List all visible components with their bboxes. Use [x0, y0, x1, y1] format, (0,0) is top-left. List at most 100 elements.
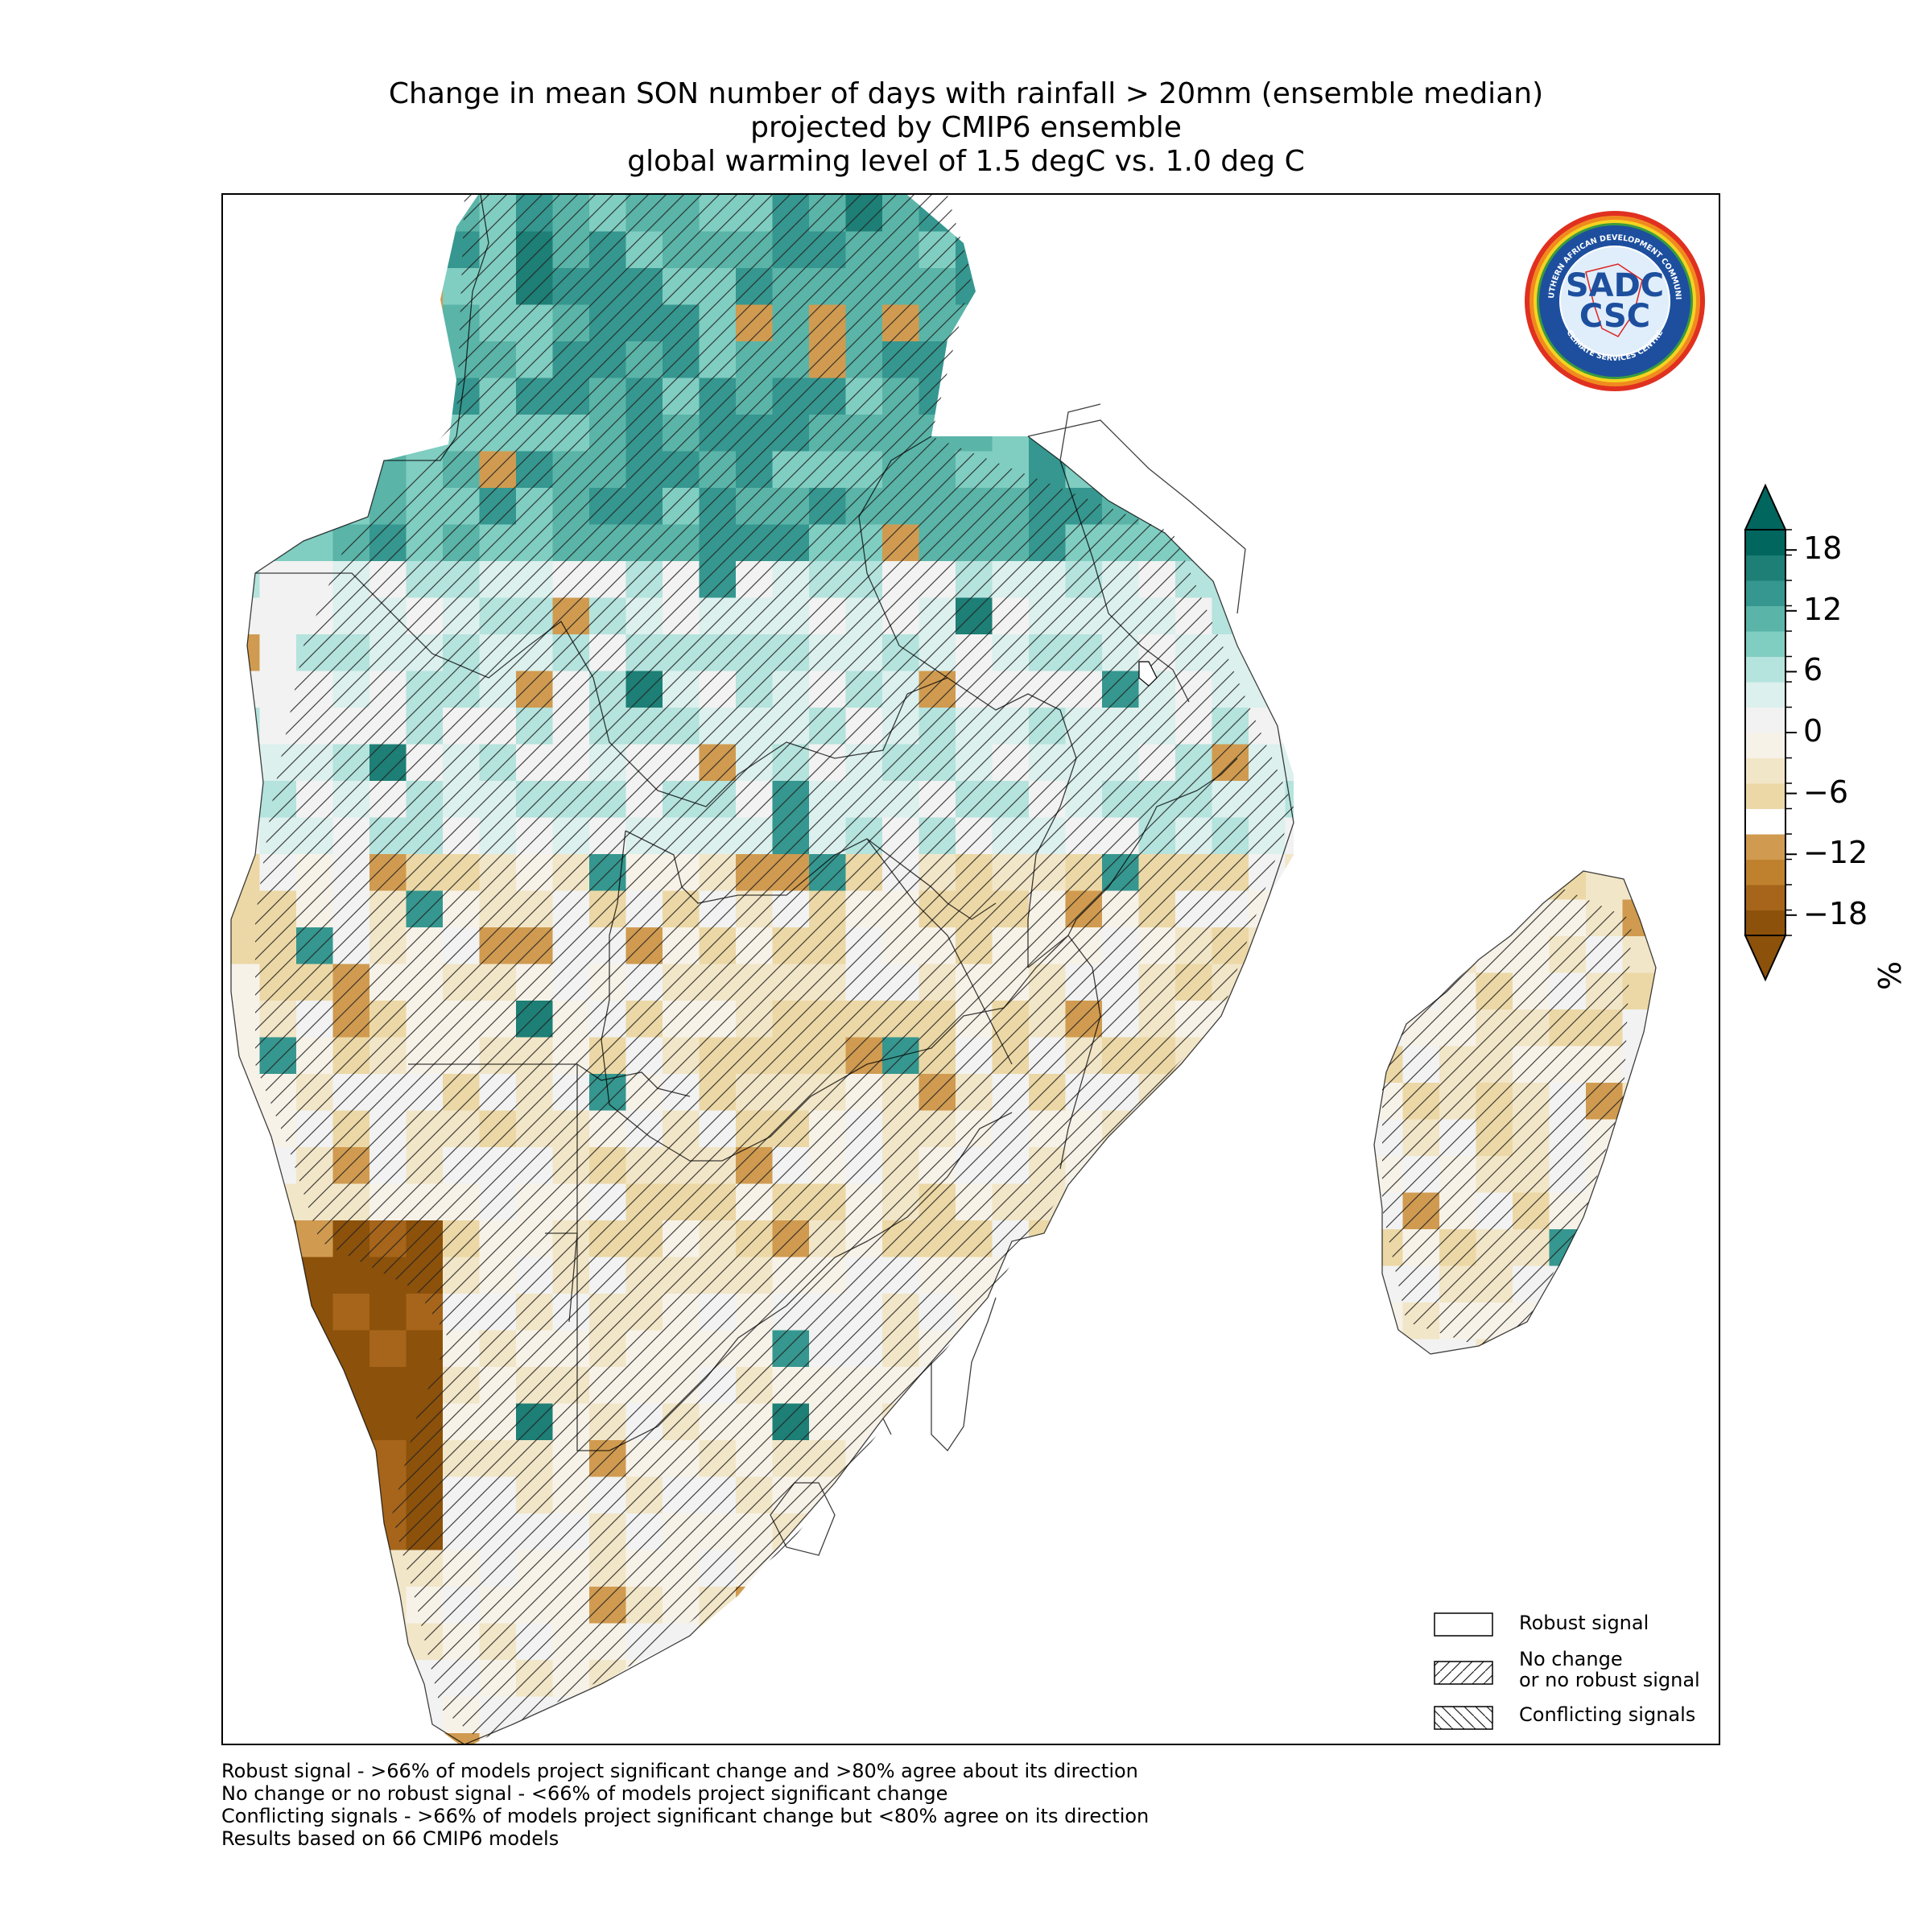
grid-cell: [1374, 1009, 1403, 1046]
grid-cell: [231, 1587, 260, 1624]
grid-cell: [1065, 1220, 1103, 1257]
grid-cell: [369, 268, 407, 305]
title-line-1: Change in mean SON number of days with r…: [388, 77, 1544, 110]
footnote-robust: Robust signal - >66% of models project s…: [221, 1760, 1138, 1782]
grid-cell: [1102, 451, 1139, 489]
grid-cell: [1659, 1340, 1696, 1377]
grid-cell: [919, 1623, 956, 1661]
grid-cell: [809, 1696, 846, 1734]
colorbar-segment: [1745, 555, 1785, 581]
grid-cell: [882, 1587, 919, 1624]
grid-cell: [1374, 936, 1403, 973]
grid-cell: [1102, 1623, 1139, 1661]
grid-cell: [1285, 1110, 1294, 1148]
grid-cell: [296, 451, 333, 489]
colorbar-segment: [1745, 910, 1785, 936]
grid-cell: [1175, 1074, 1212, 1111]
grid-cell: [992, 1587, 1030, 1624]
grid-cell: [406, 1733, 444, 1744]
grid-cell: [369, 1294, 407, 1331]
colorbar-extend-min: [1744, 935, 1787, 982]
legend-swatch-conflicting: [1434, 1706, 1493, 1730]
grid-cell: [1102, 1147, 1139, 1184]
legend-label-conflicting: Conflicting signals: [1519, 1703, 1696, 1726]
grid-cell: [1212, 1074, 1249, 1111]
grid-cell: [1285, 744, 1294, 782]
grid-cell: [1249, 268, 1286, 305]
grid-cell: [956, 1440, 993, 1477]
grid-cell: [1138, 268, 1176, 305]
grid-cell: [296, 1623, 333, 1661]
legend-swatch-nochange: [1434, 1661, 1493, 1685]
grid-cell: [1138, 415, 1176, 452]
grid-cell: [1102, 268, 1139, 305]
legend-label-nochange-1: No change: [1519, 1648, 1623, 1670]
grid-cell: [369, 1733, 407, 1744]
grid-cell: [406, 304, 444, 342]
grid-cell: [845, 1476, 883, 1514]
grid-cell: [956, 1367, 993, 1404]
grid-cell: [1102, 1220, 1139, 1257]
grid-cell: [956, 378, 993, 415]
grid-cell: [956, 1513, 993, 1550]
grid-cell: [1065, 341, 1103, 378]
grid-cell: [1138, 451, 1176, 489]
grid-cell: [1285, 1001, 1294, 1038]
grid-cell: [332, 1513, 370, 1550]
footnote-models: Results based on 66 CMIP6 models: [221, 1827, 559, 1850]
grid-cell: [1659, 863, 1696, 900]
grid-cell: [1138, 1147, 1176, 1184]
grid-cell: [1065, 268, 1103, 305]
grid-cell: [1659, 973, 1696, 1010]
grid-cell: [1374, 871, 1403, 900]
grid-cell: [1285, 964, 1294, 1001]
grid-cell: [332, 268, 370, 305]
colorbar-tick-label: −6: [1803, 774, 1849, 810]
grid-cell: [296, 1476, 333, 1514]
grid-cell: [231, 488, 260, 525]
grid-cell: [1029, 1660, 1066, 1697]
grid-cell: [1212, 378, 1249, 415]
grid-cell: [1175, 1733, 1212, 1744]
grid-cell: [1212, 488, 1249, 525]
grid-cell: [663, 1660, 700, 1697]
grid-cell: [1029, 1330, 1066, 1368]
grid-cell: [259, 341, 297, 378]
grid-cell: [1285, 817, 1294, 855]
grid-cell: [1212, 1623, 1249, 1661]
grid-cell: [1622, 1192, 1656, 1230]
grid-cell: [1029, 1623, 1066, 1661]
grid-cell: [1622, 1339, 1656, 1354]
grid-cell: [1065, 1367, 1103, 1404]
grid-cell: [1029, 1403, 1066, 1441]
grid-cell: [1065, 195, 1103, 232]
grid-cell: [736, 1696, 773, 1734]
grid-cell: [992, 1330, 1030, 1368]
country-borders: [230, 195, 1294, 1744]
grid-cell: [736, 1733, 773, 1744]
grid-cell: [1175, 488, 1212, 525]
grid-cell: [1586, 871, 1623, 900]
grid-cell: [369, 304, 407, 342]
grid-cell: [956, 415, 993, 452]
grid-cell: [231, 1110, 260, 1148]
grid-cell: [231, 1257, 260, 1294]
colorbar-unit: %: [1872, 960, 1909, 991]
colorbar-segment: [1745, 808, 1785, 835]
grid-cell: [1102, 341, 1139, 378]
grid-cell: [956, 341, 993, 378]
grid-cell: [1029, 1257, 1066, 1294]
colorbar-segment: [1745, 834, 1785, 860]
grid-cell: [1175, 1147, 1212, 1184]
grid-cell: [1175, 1403, 1212, 1441]
grid-cell: [1212, 1330, 1249, 1368]
grid-cell: [882, 1660, 919, 1697]
grid-cell: [1212, 1476, 1249, 1514]
grid-cell: [231, 1330, 260, 1368]
grid-cell: [1138, 1476, 1176, 1514]
grid-cell: [1138, 1623, 1176, 1661]
grid-cell: [1029, 268, 1066, 305]
grid-cell: [259, 1476, 297, 1514]
grid-cell: [1212, 1550, 1249, 1587]
colorbar-tick-label: 0: [1803, 713, 1823, 749]
